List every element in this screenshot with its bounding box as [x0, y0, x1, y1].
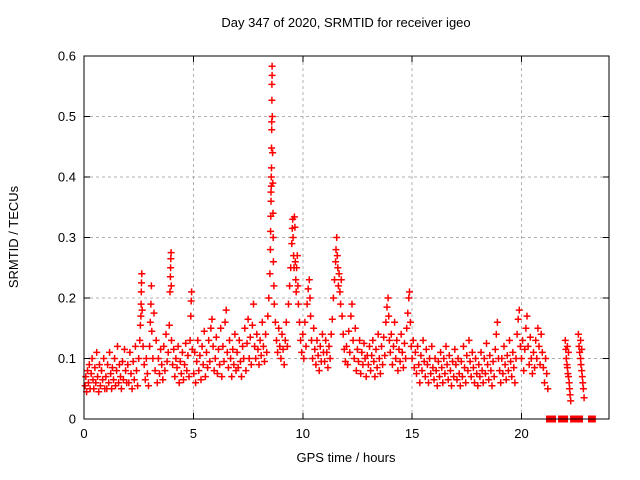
x-tick-label: 20 — [514, 426, 528, 441]
x-tick-label: 10 — [296, 426, 310, 441]
y-tick-label: 0.6 — [58, 49, 76, 64]
x-tick-label: 0 — [80, 426, 87, 441]
y-tick-label: 0.2 — [58, 291, 76, 306]
y-axis-label: SRMTID / TECUs — [6, 185, 21, 288]
y-tick-label: 0.1 — [58, 351, 76, 366]
tick-labels: 0 5 10 15 20 0 0.1 0.2 0.3 0.4 0.5 0.6 — [58, 49, 529, 442]
x-axis-label: GPS time / hours — [297, 450, 396, 465]
x-tick-label: 5 — [190, 426, 197, 441]
axis-ticks — [83, 55, 609, 420]
chart-title: Day 347 of 2020, SRMTID for receiver ige… — [221, 15, 470, 30]
data-points — [81, 62, 588, 405]
y-tick-label: 0 — [69, 412, 76, 427]
x-tick-label: 15 — [405, 426, 419, 441]
y-tick-label: 0.3 — [58, 230, 76, 245]
y-tick-label: 0.5 — [58, 109, 76, 124]
y-tick-label: 0.4 — [58, 170, 76, 185]
